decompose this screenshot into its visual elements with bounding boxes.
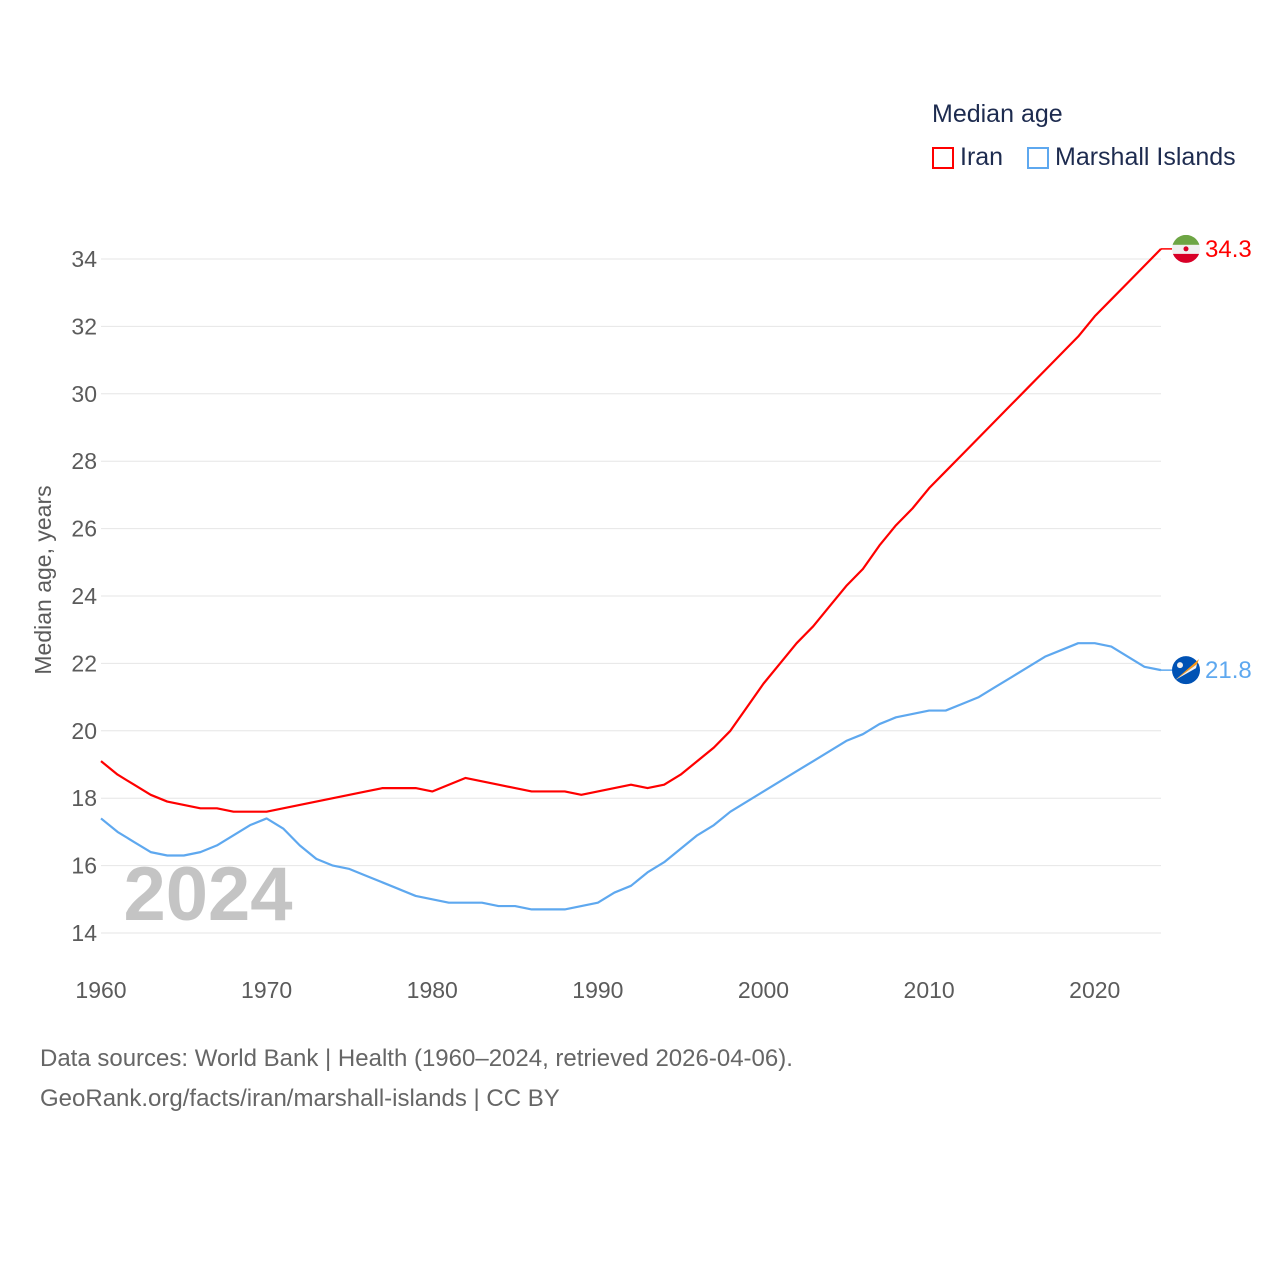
- flag-emblem: [1183, 246, 1189, 252]
- flag-ray: [1175, 664, 1197, 681]
- series-line-marshall-islands: [100, 642, 1162, 911]
- footer-link[interactable]: GeoRank.org/facts/iran/marshall-islands …: [40, 1085, 560, 1112]
- marshall-islands-flag-icon: [1172, 656, 1200, 685]
- flag-ray: [1175, 659, 1199, 681]
- end-value-label: 21.8: [1205, 657, 1252, 684]
- x-tick-label: 2000: [738, 977, 789, 1003]
- y-axis-label: Median age, years: [30, 485, 56, 674]
- legend-label: Marshall Islands: [1055, 143, 1236, 171]
- iran-flag-icon: [1172, 234, 1200, 263]
- x-tick-label: 2020: [1069, 977, 1120, 1003]
- x-tick-label: 2010: [904, 977, 955, 1003]
- y-tick-label: 32: [71, 313, 97, 339]
- flag-stripe: [1172, 234, 1200, 245]
- footer-sources: Data sources: World Bank | Health (1960–…: [40, 1045, 793, 1072]
- flag-star: [1177, 662, 1183, 669]
- legend-swatch-marshall-islands: [1027, 146, 1049, 169]
- legend-item-marshall-islands[interactable]: Marshall Islands: [1027, 143, 1236, 172]
- legend-item-iran[interactable]: Iran: [932, 143, 1003, 172]
- x-tick-label: 1990: [572, 977, 623, 1003]
- y-tick-label: 16: [71, 853, 97, 879]
- x-tick-label: 1980: [407, 977, 458, 1003]
- y-tick-label: 34: [71, 246, 97, 272]
- series-line-iran: [100, 248, 1162, 813]
- flag-body: [1172, 234, 1200, 263]
- legend-label: Iran: [960, 143, 1004, 171]
- flag-body: [1172, 656, 1200, 685]
- x-tick-label: 1960: [75, 977, 126, 1003]
- y-tick-label: 18: [71, 785, 97, 811]
- y-tick-label: 30: [71, 381, 97, 407]
- end-value-label: 34.3: [1205, 236, 1252, 263]
- flag-stripe: [1172, 253, 1200, 263]
- y-tick-label: 26: [71, 516, 97, 542]
- year-watermark: 2024: [123, 852, 292, 937]
- y-tick-label: 28: [71, 448, 97, 474]
- y-tick-label: 24: [71, 583, 97, 609]
- x-tick-label: 1970: [241, 977, 292, 1003]
- y-tick-label: 22: [71, 650, 97, 676]
- legend-swatch-iran: [932, 146, 954, 169]
- y-tick-label: 20: [71, 718, 97, 744]
- y-tick-label: 14: [71, 920, 97, 946]
- legend-title: Median age: [932, 100, 1063, 128]
